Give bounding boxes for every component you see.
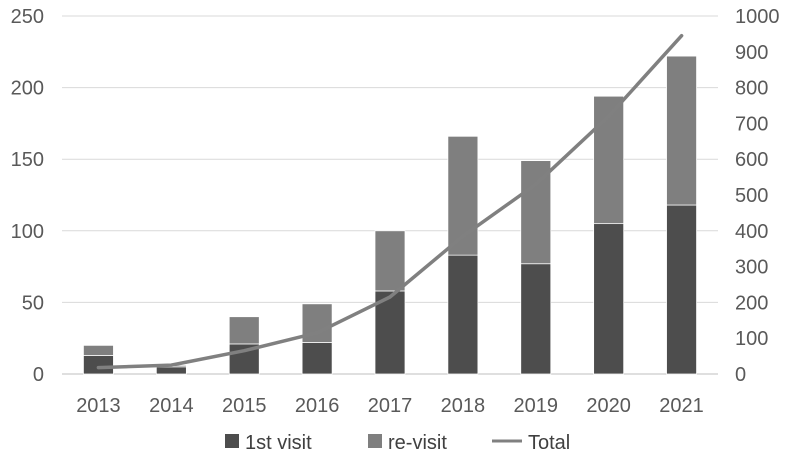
legend-label-1st-visit: 1st visit: [245, 432, 312, 454]
y-right-tick-label: 100: [735, 328, 768, 350]
bar-1st-visit-2019: [520, 263, 552, 375]
legend-label-re-visit: re-visit: [388, 432, 447, 454]
y-axis-right: 0 100 200 300 400 500 600 700 800 900 1000: [735, 6, 780, 386]
y-right-tick-label: 500: [735, 185, 768, 207]
x-axis: 2013 2014 2015 2016 2017 2018 2019 2020 2021: [76, 395, 704, 417]
y-right-tick-label: 1000: [735, 6, 780, 28]
x-tick-label: 2014: [149, 395, 194, 417]
y-right-tick-label: 400: [735, 221, 768, 243]
legend-swatch-1st-visit: [225, 434, 239, 448]
bar-re-visit-2013: [83, 344, 114, 356]
x-tick-label: 2021: [659, 395, 704, 417]
y-left-tick-label: 50: [22, 292, 44, 314]
y-axis-left: 0 50 100 150 200 250: [11, 6, 44, 386]
legend-label-total: Total: [528, 432, 570, 454]
y-left-tick-label: 150: [11, 149, 44, 171]
y-left-tick-label: 250: [11, 6, 44, 28]
bars: [83, 55, 697, 375]
x-tick-label: 2020: [586, 395, 631, 417]
bar-1st-visit-2018: [447, 254, 479, 375]
x-tick-label: 2016: [295, 395, 340, 417]
y-left-tick-label: 100: [11, 221, 44, 243]
bar-1st-visit-2013: [83, 355, 114, 375]
y-right-tick-label: 800: [735, 78, 768, 100]
legend: 1st visit re-visit Total: [225, 432, 570, 454]
x-tick-label: 2018: [441, 395, 486, 417]
total-line: [96, 33, 684, 370]
x-tick-label: 2015: [222, 395, 267, 417]
bar-re-visit-2021: [666, 55, 697, 206]
bar-re-visit-2015: [228, 316, 260, 345]
y-right-tick-label: 300: [735, 257, 768, 279]
bar-1st-visit-2021: [666, 204, 697, 375]
bar-1st-visit-2016: [301, 342, 333, 375]
x-tick-label: 2017: [368, 395, 413, 417]
bar-re-visit-2017: [374, 230, 406, 292]
y-left-tick-label: 0: [33, 364, 44, 386]
bar-1st-visit-2020: [593, 223, 625, 375]
x-tick-label: 2013: [76, 395, 121, 417]
y-right-tick-label: 700: [735, 113, 768, 135]
y-right-tick-label: 900: [735, 42, 768, 64]
legend-swatch-re-visit: [368, 434, 382, 448]
x-tick-label: 2019: [514, 395, 559, 417]
bar-1st-visit-2014: [155, 366, 187, 375]
y-left-tick-label: 200: [11, 78, 44, 100]
y-right-tick-label: 0: [735, 364, 746, 386]
bar-re-visit-2019: [520, 160, 552, 265]
y-right-tick-label: 600: [735, 149, 768, 171]
y-right-tick-label: 200: [735, 292, 768, 314]
line-total: [96, 33, 684, 370]
